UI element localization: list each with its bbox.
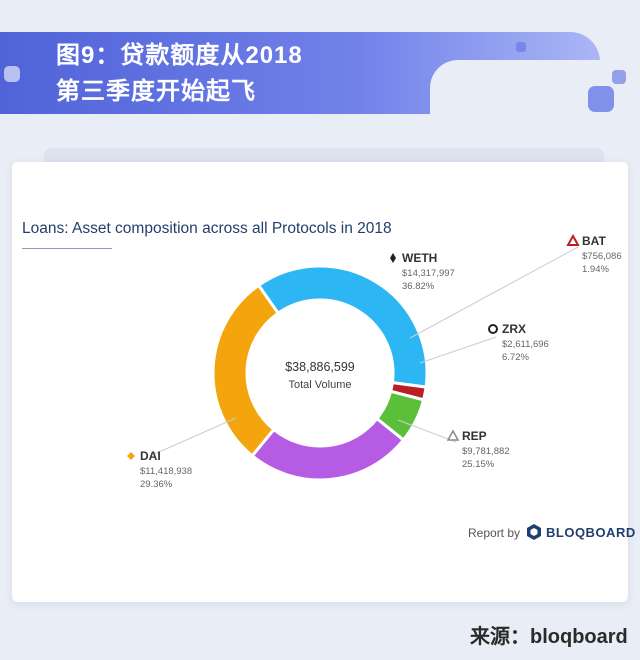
rep-icon — [446, 429, 460, 441]
page-title: 图9：贷款额度从2018 第三季度开始起飞 — [56, 38, 303, 110]
decorative-square-left — [4, 66, 20, 82]
bat-icon — [566, 233, 580, 246]
slice-amount-weth: $14,317,997 — [402, 268, 455, 279]
total-volume-label: Total Volume — [289, 379, 352, 391]
source-credit: 来源：bloqboard — [470, 626, 628, 648]
slice-label-weth: WETH — [402, 251, 437, 265]
zrx-icon — [488, 324, 498, 334]
page-title-line-1: 图9：贷款额度从2018 — [56, 42, 303, 69]
slice-percent-weth: 36.82% — [402, 281, 435, 292]
slice-percent-bat: 1.94% — [582, 264, 609, 275]
dai-icon — [127, 452, 135, 460]
donut-slice-weth — [256, 264, 429, 389]
slice-percent-zrx: 6.72% — [502, 352, 529, 363]
chart-card — [12, 162, 628, 602]
slice-amount-dai: $11,418,938 — [140, 466, 192, 477]
leader-line-zrx — [419, 336, 497, 364]
slice-amount-bat: $756,086 — [582, 251, 622, 262]
slice-label-rep: REP — [462, 429, 487, 443]
donut-slice-rep — [250, 416, 406, 482]
slice-amount-zrx: $2,611,696 — [502, 339, 549, 350]
chart-title: Loans: Asset composition across all Prot… — [22, 220, 392, 237]
bloqboard-logo-icon — [527, 524, 541, 540]
slice-percent-dai: 29.36% — [140, 479, 173, 490]
decorative-square-large — [588, 86, 614, 112]
slice-amount-rep: $9,781,882 — [462, 446, 510, 457]
title-underline — [22, 248, 112, 249]
donut-slice-dai — [211, 283, 281, 458]
leader-line-bat — [409, 246, 579, 339]
leader-line-dai — [149, 417, 237, 457]
report-by-label: Report by — [468, 526, 521, 540]
slice-label-bat: BAT — [582, 234, 606, 248]
brand-name: BLOQBOARD — [546, 525, 636, 540]
total-volume-value: $38,886,599 — [285, 360, 355, 374]
decorative-square-top-right — [612, 70, 626, 84]
slice-label-dai: DAI — [140, 449, 161, 463]
decorative-square-small — [516, 42, 526, 52]
page-title-line-2: 第三季度开始起飞 — [56, 78, 256, 105]
slice-label-zrx: ZRX — [502, 322, 526, 336]
leader-line-rep — [397, 419, 457, 443]
eth-icon — [390, 253, 396, 263]
slice-percent-rep: 25.15% — [462, 459, 495, 470]
banner-notch — [430, 60, 600, 114]
